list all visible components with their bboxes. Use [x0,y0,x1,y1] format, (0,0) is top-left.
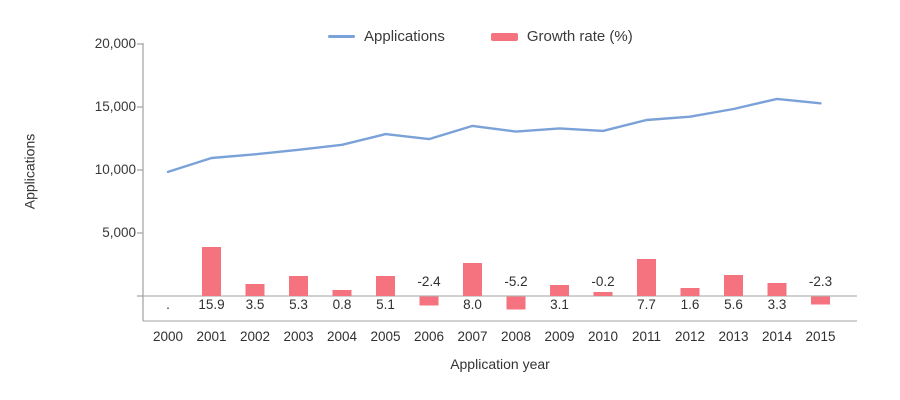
growth-rate-bar [550,285,569,296]
growth-rate-bar [767,283,787,296]
legend-label-applications: Applications [364,28,445,45]
growth-value-label: 3.5 [245,297,265,312]
x-tick-label: 2001 [196,329,227,344]
applications-line [166,97,822,174]
x-tick-label: 2012 [674,329,706,344]
x-tick-label: 2013 [718,329,749,344]
growth-rate-bar [724,275,743,296]
legend-item-growth-rate: Growth rate (%) [490,28,633,45]
growth-value-label: 1.6 [680,297,700,312]
x-tick-label: 2005 [370,329,401,344]
y-tick-label: 10,000 [94,162,136,177]
growth-value-label: 0.8 [332,297,352,312]
x-tick-label: 2007 [457,329,488,344]
growth-value-label: 5.6 [724,297,743,312]
growth-value-label: . [166,297,170,312]
growth-value-label: -0.2 [591,274,615,289]
growth-value-label: 7.7 [637,297,656,312]
growth-rate-bar [202,247,221,296]
growth-rate-bar [376,276,395,296]
x-tick-label: 2002 [239,329,271,344]
x-tick-label: 2010 [587,329,619,344]
x-tick-label: 2004 [326,329,358,344]
growth-value-label: 15.9 [198,297,225,312]
legend-item-applications: Applications [328,28,445,45]
growth-value-label: -2.3 [808,274,833,289]
x-tick-label: 2003 [283,329,314,344]
chart-legend: Applications Growth rate (%) [328,28,633,45]
x-tick-label: 2015 [805,329,836,344]
growth-rate-bar [463,263,482,296]
growth-value-label: 5.3 [289,297,308,312]
growth-value-label: 3.3 [767,297,787,312]
y-tick-label: 5,000 [102,225,136,240]
x-tick-label: 2011 [631,329,662,344]
x-tick-label: 2008 [500,329,532,344]
x-axis-title: Application year [450,356,550,372]
growth-rate-bar [506,296,526,310]
growth-rate-bar [593,292,613,296]
growth-value-label: -2.4 [417,274,441,289]
growth-value-label: 5.1 [376,297,395,312]
legend-label-growth-rate: Growth rate (%) [526,28,633,45]
x-tick-label: 2014 [761,329,793,344]
bar-series-swatch-icon [490,32,518,41]
y-tick-label: 15,000 [94,99,136,114]
growth-value-label: 3.1 [550,297,569,312]
y-tick-label: 20,000 [94,36,136,51]
growth-value-label: -5.2 [504,274,528,289]
growth-value-label: 8.0 [463,297,482,312]
growth-rate-bar [419,296,439,306]
line-series-marker-icon [328,35,355,38]
growth-rate-bar [245,284,265,296]
growth-rate-bar [289,276,308,296]
growth-rate-bar [332,290,352,296]
y-axis-title: Applications [21,133,38,210]
growth-rate-bar [637,259,656,296]
x-tick-label: 2000 [152,329,184,344]
x-tick-label: 2006 [413,329,445,344]
growth-rate-bar [680,288,700,296]
x-tick-label: 2009 [544,329,575,344]
growth-rate-bar [811,296,830,305]
